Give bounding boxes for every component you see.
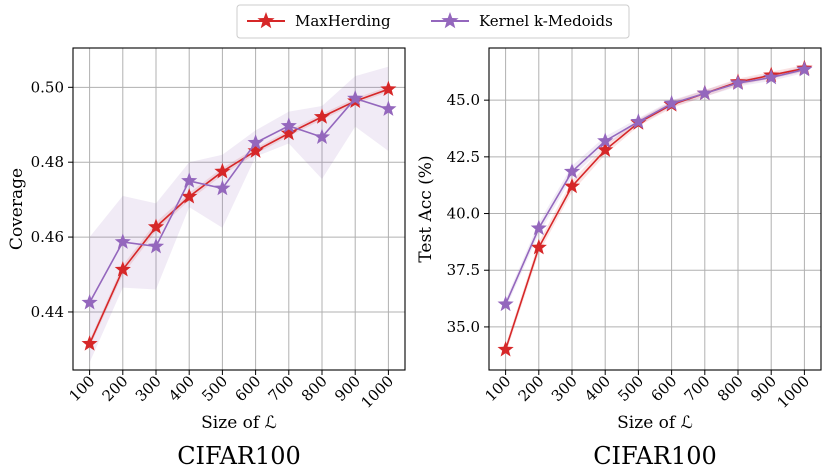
data-point-maxherding — [497, 341, 514, 357]
data-point-maxherding — [530, 239, 547, 255]
y-tick-label: 0.50 — [31, 78, 64, 96]
data-point-kernel-k-medoids — [380, 100, 397, 116]
coverage-chart: 100 200 300 400 500 600 700 800 90010000.440.460… — [7, 47, 406, 470]
y-tick-label: 0.44 — [31, 303, 64, 321]
y-tick-label: 0.48 — [31, 153, 64, 171]
x-tick-label: 700 — [265, 372, 298, 405]
y-tick-label: 0.46 — [31, 228, 64, 246]
data-point-kernel-k-medoids — [763, 68, 780, 85]
data-point-maxherding — [313, 108, 331, 124]
data-point-maxherding — [597, 141, 614, 157]
data-point-maxherding — [247, 142, 264, 158]
x-tick-label: 700 — [681, 372, 714, 405]
data-point-kernel-k-medoids — [214, 179, 231, 196]
data-point-maxherding — [563, 177, 581, 194]
data-point-kernel-k-medoids — [597, 132, 614, 148]
data-point-kernel-k-medoids — [347, 90, 364, 106]
series-line-maxherding — [88, 88, 389, 345]
x-tick-label: 800 — [714, 372, 747, 405]
grid — [489, 48, 821, 370]
data-point-kernel-k-medoids — [696, 84, 713, 101]
y-tick-label: 35.0 — [447, 318, 480, 336]
band-kernel-k-medoids — [505, 66, 805, 309]
data-point-kernel-k-medoids — [630, 113, 647, 129]
data-point-maxherding — [81, 335, 98, 351]
data-point-maxherding — [114, 261, 131, 277]
y-axis-label: Coverage — [7, 168, 27, 250]
series-line-kernel-k-medoids — [504, 68, 805, 305]
x-tick-label: 500 — [614, 372, 647, 405]
data-point-kernel-k-medoids — [563, 163, 581, 179]
data-point-maxherding — [380, 80, 397, 97]
data-point-kernel-k-medoids — [729, 74, 747, 91]
data-point-kernel-k-medoids — [530, 219, 547, 236]
x-tick-label: 300 — [548, 372, 581, 405]
chart-title: CIFAR100 — [177, 442, 301, 470]
x-tick-label: 200 — [99, 372, 132, 405]
y-tick-label: 42.5 — [447, 148, 480, 166]
y-tick-label: 40.0 — [447, 205, 480, 223]
legend-marker-kernel-k-medoids — [441, 12, 459, 29]
x-tick-label: 100 — [481, 372, 514, 405]
y-tick-label: 45.0 — [447, 91, 480, 109]
x-axis-label: Size of ℒ — [617, 413, 693, 433]
series-line-kernel-k-medoids — [88, 97, 389, 303]
x-tick-label: 1000 — [357, 372, 397, 412]
x-tick-label: 100 — [65, 372, 98, 405]
x-tick-label: 500 — [198, 372, 231, 405]
data-point-maxherding — [147, 218, 165, 234]
y-tick-label: 37.5 — [447, 261, 480, 279]
data-point-kernel-k-medoids — [114, 233, 131, 249]
chart-title: CIFAR100 — [593, 442, 717, 470]
data-point-kernel-k-medoids — [280, 117, 297, 133]
data-point-maxherding — [280, 124, 297, 141]
data-point-maxherding — [181, 188, 198, 204]
plot-frame — [488, 47, 822, 371]
data-point-kernel-k-medoids — [181, 172, 198, 188]
legend-label-maxherding: MaxHerding — [295, 12, 391, 30]
data-point-kernel-k-medoids — [497, 295, 514, 312]
x-tick-label: 400 — [165, 372, 198, 405]
x-tick-label: 600 — [231, 372, 264, 405]
data-point-kernel-k-medoids — [313, 128, 331, 144]
band-kernel-k-medoids — [89, 66, 389, 363]
data-point-kernel-k-medoids — [796, 61, 813, 77]
x-tick-label: 300 — [132, 372, 165, 405]
legend-label-kernel-k-medoids: Kernel k-Medoids — [479, 12, 613, 30]
test-accuracy-chart: 100 200 300 400 500 600 700 800 900100035.037.54… — [416, 47, 822, 470]
data-point-kernel-k-medoids — [247, 134, 264, 150]
x-axis-label: Size of ℒ — [201, 413, 277, 433]
data-point-kernel-k-medoids — [663, 95, 680, 111]
x-tick-label: 200 — [515, 372, 548, 405]
x-tick-label: 1000 — [773, 372, 813, 412]
series-line-maxherding — [504, 67, 805, 350]
data-point-kernel-k-medoids — [147, 237, 165, 254]
y-axis-label: Test Acc (%) — [416, 155, 436, 262]
legend-marker-maxherding — [257, 12, 275, 29]
legend: MaxHerding Kernel k-Medoids — [236, 4, 630, 39]
plot-frame — [72, 47, 406, 371]
x-tick-label: 600 — [647, 372, 680, 405]
data-point-kernel-k-medoids — [81, 294, 98, 310]
x-tick-label: 400 — [581, 372, 614, 405]
x-tick-label: 800 — [298, 372, 331, 405]
data-point-maxherding — [214, 163, 231, 179]
